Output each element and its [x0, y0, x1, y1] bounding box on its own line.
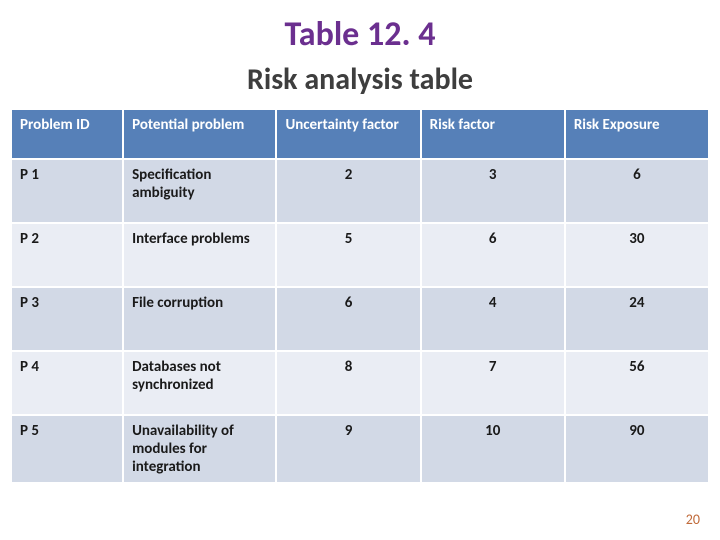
cell-risk-exposure: 24 — [566, 288, 708, 350]
cell-risk-factor: 3 — [422, 160, 564, 222]
cell-risk-exposure: 90 — [566, 416, 708, 482]
cell-id: P 4 — [12, 352, 122, 414]
col-header-risk-factor: Risk factor — [422, 110, 564, 158]
cell-risk-factor: 6 — [422, 224, 564, 286]
slide-title: Table 12. 4 — [0, 0, 720, 55]
cell-problem: Interface problems — [124, 224, 275, 286]
cell-uncertainty: 8 — [277, 352, 419, 414]
cell-uncertainty: 9 — [277, 416, 419, 482]
cell-risk-exposure: 30 — [566, 224, 708, 286]
cell-id: P 1 — [12, 160, 122, 222]
cell-id: P 2 — [12, 224, 122, 286]
cell-risk-exposure: 56 — [566, 352, 708, 414]
slide-subtitle: Risk analysis table — [0, 55, 720, 108]
cell-risk-factor: 10 — [422, 416, 564, 482]
col-header-risk-exposure: Risk Exposure — [566, 110, 708, 158]
col-header-uncertainty-factor: Uncertainty factor — [277, 110, 419, 158]
cell-uncertainty: 5 — [277, 224, 419, 286]
cell-risk-factor: 7 — [422, 352, 564, 414]
cell-uncertainty: 6 — [277, 288, 419, 350]
table-row: P 4 Databases not synchronized 8 7 56 — [12, 352, 708, 414]
page-number: 20 — [686, 511, 700, 528]
col-header-potential-problem: Potential problem — [124, 110, 275, 158]
cell-id: P 5 — [12, 416, 122, 482]
table-row: P 2 Interface problems 5 6 30 — [12, 224, 708, 286]
table-row: P 5 Unavailability of modules for integr… — [12, 416, 708, 482]
cell-problem: File corruption — [124, 288, 275, 350]
table-row: P 3 File corruption 6 4 24 — [12, 288, 708, 350]
risk-analysis-table: Problem ID Potential problem Uncertainty… — [10, 108, 710, 484]
cell-uncertainty: 2 — [277, 160, 419, 222]
table-header-row: Problem ID Potential problem Uncertainty… — [12, 110, 708, 158]
cell-risk-exposure: 6 — [566, 160, 708, 222]
cell-id: P 3 — [12, 288, 122, 350]
cell-problem: Specification ambiguity — [124, 160, 275, 222]
table-row: P 1 Specification ambiguity 2 3 6 — [12, 160, 708, 222]
col-header-problem-id: Problem ID — [12, 110, 122, 158]
table-body: P 1 Specification ambiguity 2 3 6 P 2 In… — [12, 160, 708, 482]
cell-problem: Databases not synchronized — [124, 352, 275, 414]
cell-risk-factor: 4 — [422, 288, 564, 350]
cell-problem: Unavailability of modules for integratio… — [124, 416, 275, 482]
